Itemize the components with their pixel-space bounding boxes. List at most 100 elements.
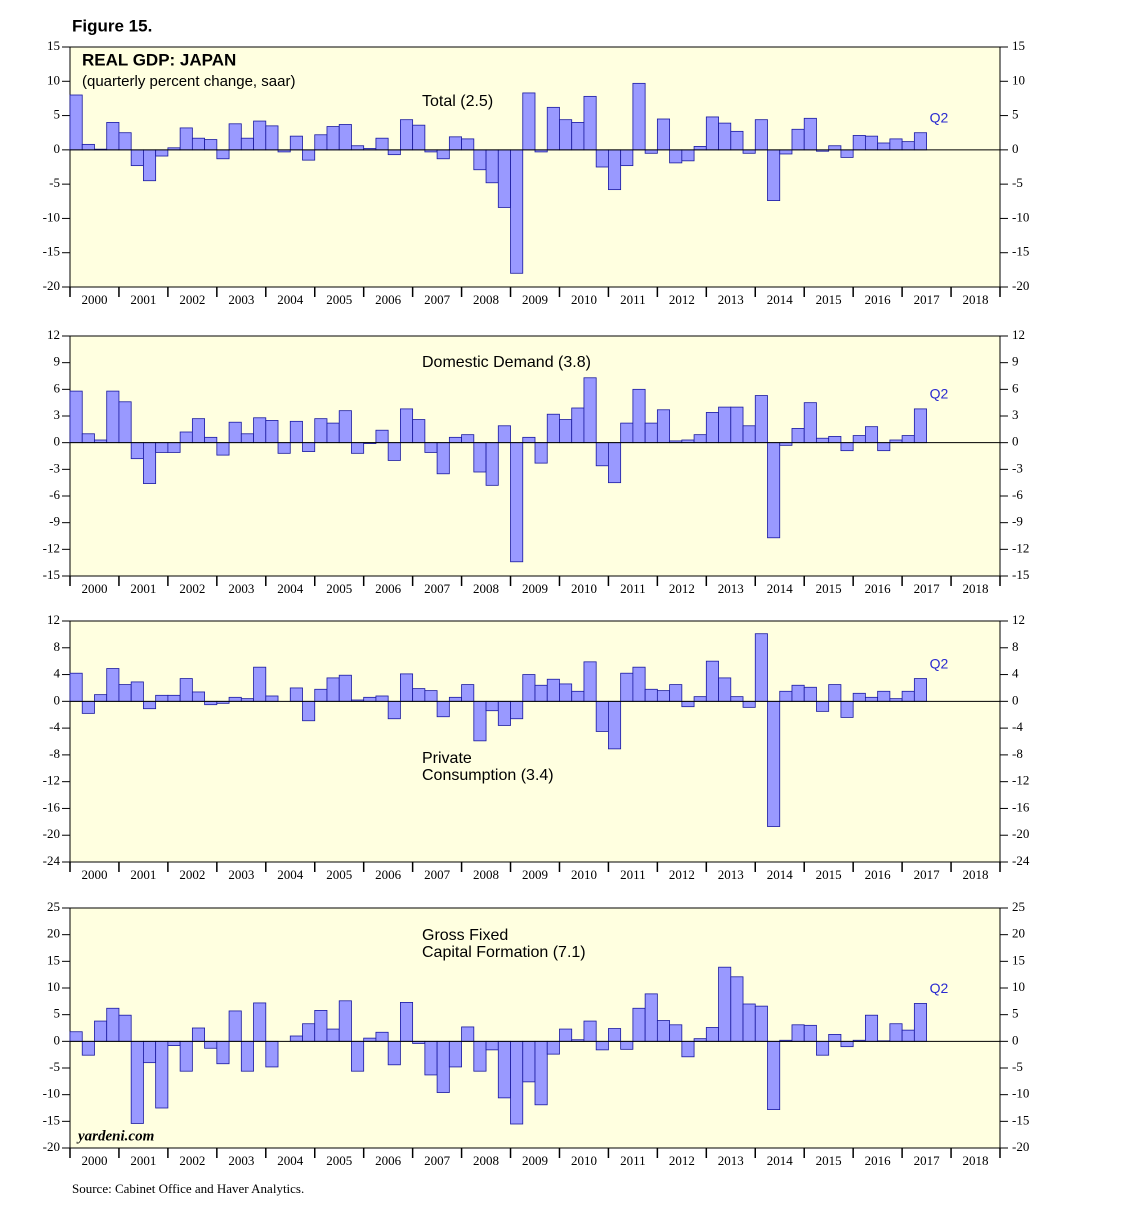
y2-tick-label: 20 xyxy=(1012,926,1025,941)
y2-tick-label: 0 xyxy=(1012,141,1019,156)
x-tick-label: 2003 xyxy=(228,292,254,307)
bar xyxy=(705,116,719,151)
y-tick-label: -15 xyxy=(43,244,60,259)
y-tick-label: 10 xyxy=(47,72,60,87)
bar xyxy=(204,436,218,444)
x-tick-label: 2008 xyxy=(473,1153,499,1168)
y-tick-label: 10 xyxy=(47,979,60,994)
bar xyxy=(204,700,218,706)
bar xyxy=(130,442,144,460)
y-tick-label: 5 xyxy=(54,1006,61,1021)
y-tick-label: 3 xyxy=(54,407,61,422)
x-tick-label: 2000 xyxy=(81,867,107,882)
bar xyxy=(485,149,499,184)
y-tick-label: 6 xyxy=(54,380,61,395)
bar xyxy=(461,434,475,444)
x-tick-label: 2004 xyxy=(277,581,304,596)
bar xyxy=(338,410,352,444)
bar xyxy=(852,435,866,444)
x-tick-label: 2012 xyxy=(669,867,695,882)
y2-tick-label: -12 xyxy=(1012,773,1029,788)
x-tick-label: 2009 xyxy=(522,581,548,596)
y-tick-label: -4 xyxy=(49,719,60,734)
y-tick-label: -10 xyxy=(43,209,60,224)
bar xyxy=(608,442,622,484)
bar xyxy=(253,666,267,702)
bar xyxy=(143,1040,157,1064)
y2-tick-label: -15 xyxy=(1012,567,1029,582)
x-tick-label: 2013 xyxy=(718,1153,744,1168)
bar xyxy=(791,128,805,151)
bar xyxy=(191,1027,206,1042)
bar xyxy=(228,421,242,444)
x-tick-label: 2001 xyxy=(130,581,156,596)
bar xyxy=(913,132,927,151)
bar xyxy=(913,408,927,444)
bar xyxy=(534,442,548,464)
bar xyxy=(399,119,414,151)
bar xyxy=(559,119,573,151)
bar xyxy=(326,677,340,702)
bar xyxy=(302,1023,316,1042)
bar xyxy=(167,442,181,453)
bar xyxy=(608,1028,622,1042)
bar xyxy=(791,1024,805,1042)
bar xyxy=(840,442,854,452)
bar xyxy=(803,686,817,702)
annotation: Q2 xyxy=(930,386,949,402)
bar xyxy=(424,442,438,453)
bar xyxy=(816,700,830,712)
bar xyxy=(253,1002,267,1042)
bar xyxy=(399,673,414,702)
y2-tick-label: -9 xyxy=(1012,514,1023,529)
x-tick-label: 2014 xyxy=(767,581,794,596)
bar xyxy=(448,136,462,151)
annotation: Q2 xyxy=(930,655,949,671)
y-tick-label: 15 xyxy=(47,38,60,53)
bar xyxy=(767,1040,781,1111)
plot-area xyxy=(69,907,1001,1149)
x-tick-label: 2006 xyxy=(375,292,402,307)
y2-tick-label: 15 xyxy=(1012,952,1025,967)
bar xyxy=(326,1028,340,1042)
y-tick-label: -5 xyxy=(49,175,60,190)
bar xyxy=(375,137,389,151)
x-tick-label: 2005 xyxy=(326,1153,352,1168)
bar xyxy=(913,678,927,702)
bar xyxy=(143,442,157,484)
x-tick-label: 2011 xyxy=(620,581,646,596)
x-tick-label: 2013 xyxy=(718,581,744,596)
x-tick-label: 2015 xyxy=(816,581,842,596)
bar xyxy=(289,420,303,444)
bar xyxy=(693,146,707,151)
bar xyxy=(791,428,805,444)
x-tick-label: 2000 xyxy=(81,581,107,596)
bar xyxy=(69,390,83,444)
bar xyxy=(118,1014,132,1042)
bar xyxy=(571,407,585,444)
bar xyxy=(130,149,144,167)
bar xyxy=(559,683,573,702)
bar xyxy=(191,137,206,151)
bar xyxy=(289,135,303,151)
y2-tick-label: 8 xyxy=(1012,639,1019,654)
bar xyxy=(448,436,462,444)
y2-tick-label: 0 xyxy=(1012,434,1019,449)
bar xyxy=(877,142,891,151)
y-tick-label: -24 xyxy=(43,853,61,868)
bar xyxy=(265,1040,279,1068)
bar xyxy=(277,442,291,454)
y2-tick-label: 12 xyxy=(1012,612,1025,627)
bar xyxy=(106,668,120,702)
y-tick-label: -5 xyxy=(49,1059,60,1074)
bar xyxy=(265,125,279,151)
bar xyxy=(767,700,781,827)
y2-tick-label: -24 xyxy=(1012,853,1030,868)
bar xyxy=(399,1002,414,1042)
y-tick-label: -20 xyxy=(43,1139,60,1154)
y2-tick-label: 5 xyxy=(1012,107,1019,122)
bar xyxy=(901,690,915,702)
bar xyxy=(424,1040,438,1076)
bar xyxy=(314,688,328,702)
